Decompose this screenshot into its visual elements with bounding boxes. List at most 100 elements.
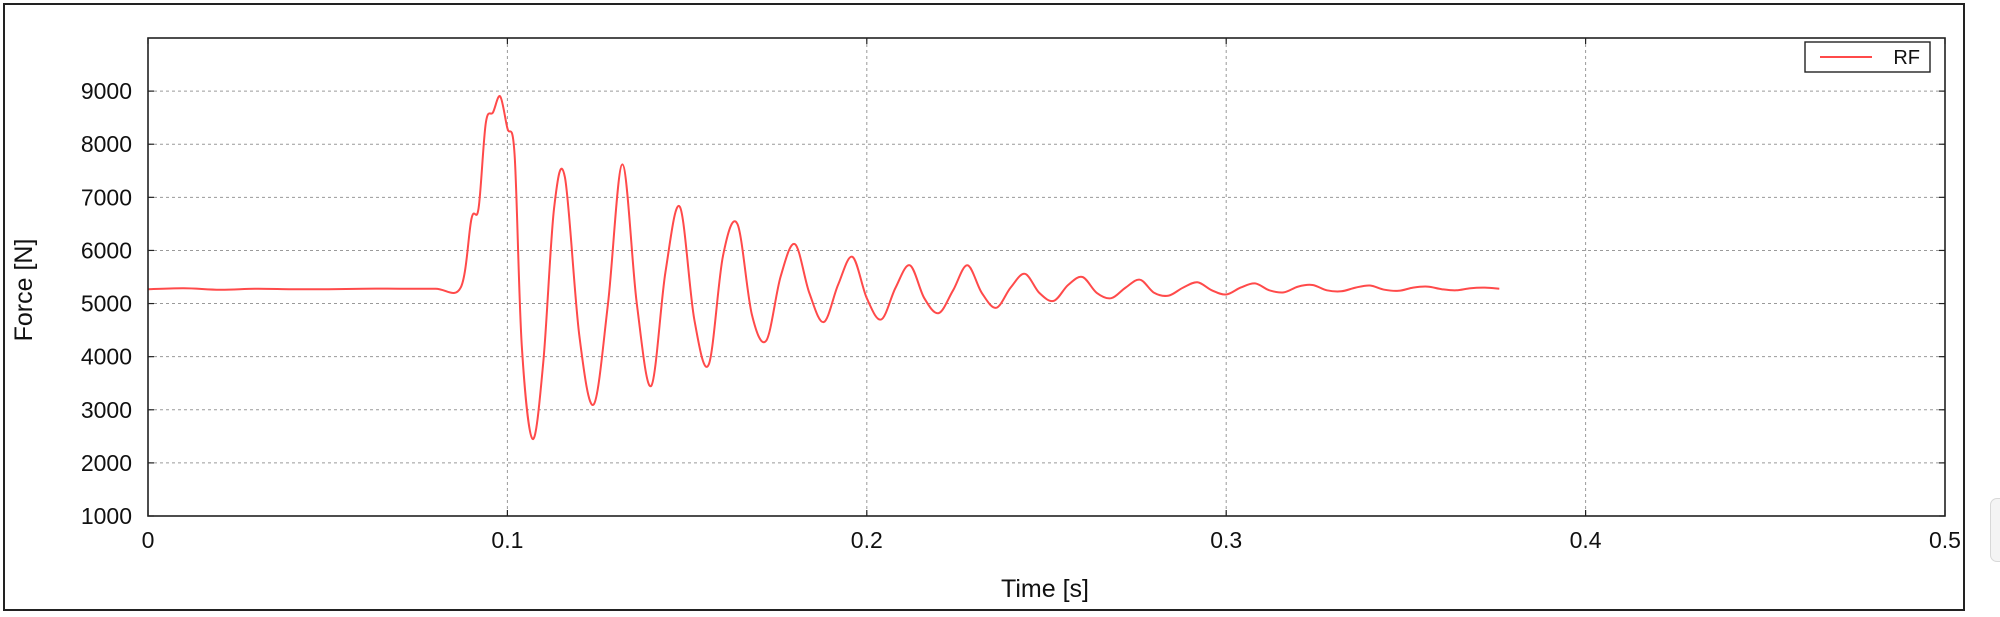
data-point [938, 312, 940, 314]
y-tick-label: 2000 [81, 450, 132, 476]
data-point [1269, 290, 1271, 292]
data-point [1168, 295, 1170, 297]
plot-area [148, 38, 1945, 516]
data-point [1484, 287, 1486, 289]
plot-border [147, 37, 1946, 517]
data-point [607, 303, 609, 305]
data-point [579, 335, 581, 337]
data-point [1182, 287, 1184, 289]
legend: RF [1804, 41, 1931, 73]
data-point [1254, 283, 1256, 285]
y-tick-label: 5000 [81, 291, 132, 317]
data-point [478, 207, 480, 209]
data-point [924, 297, 926, 299]
y-tick-label: 9000 [81, 78, 132, 104]
y-tick-label: 8000 [81, 131, 132, 157]
data-point [514, 154, 516, 156]
y-tick-label: 7000 [81, 184, 132, 210]
data-point [1283, 292, 1285, 294]
data-point [1110, 297, 1112, 299]
data-point [981, 292, 983, 294]
data-point [765, 340, 767, 342]
data-point [435, 288, 437, 290]
y-tick-labels: 1000 2000 3000 4000 5000 6000 7000 8000 9000 [81, 78, 132, 529]
data-point [1312, 284, 1314, 286]
data-point [399, 288, 401, 290]
data-point [794, 243, 796, 245]
data-point [507, 128, 509, 130]
data-point [1326, 290, 1328, 292]
data-point [909, 265, 911, 267]
x-tick-label: 0 [142, 527, 155, 553]
data-point [521, 345, 523, 347]
y-tick-label: 6000 [81, 237, 132, 263]
data-point [995, 307, 997, 309]
x-tick-label: 0.4 [1570, 527, 1602, 553]
data-point [291, 288, 293, 290]
data-point [967, 265, 969, 267]
data-point [837, 284, 839, 286]
data-point [1499, 288, 1501, 290]
data-point [952, 290, 954, 292]
data-point [327, 288, 329, 290]
y-tick-label: 1000 [81, 503, 132, 529]
data-point [1154, 292, 1156, 294]
data-point [823, 321, 825, 323]
data-point [737, 223, 739, 225]
data-point [543, 361, 545, 363]
grid-lines [148, 38, 1945, 516]
data-point [895, 287, 897, 289]
x-tick-label: 0.5 [1929, 527, 1961, 553]
data-point [1355, 287, 1357, 289]
data-point [593, 404, 595, 406]
data-point [1384, 289, 1386, 291]
data-point [1398, 290, 1400, 292]
x-axis-title: Time [s] [1001, 575, 1089, 603]
data-point [809, 292, 811, 294]
data-point [1412, 287, 1414, 289]
data-point [1427, 286, 1429, 288]
data-point [1470, 287, 1472, 289]
x-tick-label: 0.2 [851, 527, 883, 553]
data-point [1096, 292, 1098, 294]
data-point [1297, 286, 1299, 288]
data-point [1211, 290, 1213, 292]
legend-label-rf: RF [1893, 47, 1920, 69]
y-axis-title: Force [N] [10, 239, 38, 342]
data-point [564, 176, 566, 178]
data-point [636, 303, 638, 305]
data-point [852, 256, 854, 258]
data-point [553, 207, 555, 209]
data-point [460, 287, 462, 289]
data-point [255, 288, 257, 290]
data-point [1240, 287, 1242, 289]
data-point [622, 164, 624, 166]
data-point [1340, 291, 1342, 293]
data-point [1082, 276, 1084, 278]
data-point [1455, 290, 1457, 292]
data-point [1053, 300, 1055, 302]
data-point [679, 206, 681, 208]
data-point [1139, 279, 1141, 281]
data-point [866, 297, 868, 299]
data-point [1441, 288, 1443, 290]
data-point [1197, 282, 1199, 284]
data-point [1225, 294, 1227, 296]
data-point [708, 364, 710, 366]
data-point [183, 287, 185, 289]
data-point [499, 96, 501, 98]
data-point [471, 218, 473, 220]
y-tick-label: 3000 [81, 397, 132, 423]
series-line-rf [147, 95, 1500, 441]
data-point [650, 385, 652, 387]
y-tick-label: 4000 [81, 344, 132, 370]
scroll-handle[interactable] [1990, 498, 2000, 562]
data-point [694, 319, 696, 321]
data-point [485, 122, 487, 124]
data-point [780, 276, 782, 278]
data-point [751, 313, 753, 315]
data-point [1024, 273, 1026, 275]
data-point [363, 288, 365, 290]
data-point [532, 438, 534, 440]
